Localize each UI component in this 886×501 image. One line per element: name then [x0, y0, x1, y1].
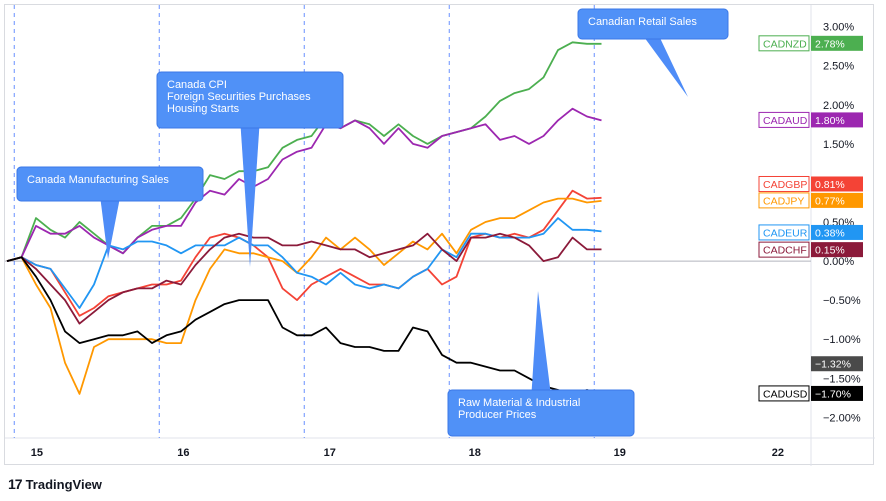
symbol-name: CADGBP	[763, 179, 807, 191]
symbol-name: CADUSD	[763, 388, 808, 400]
symbol-badge-cadjpy	[758, 192, 810, 209]
y-tick-label: 3.00%	[823, 22, 854, 34]
brand-name: TradingView	[25, 476, 102, 492]
last-value-badge	[811, 385, 863, 401]
x-tick-label: 15	[31, 447, 43, 459]
last-value-label: 0.15%	[815, 245, 845, 257]
symbol-name: CADJPY	[763, 195, 804, 207]
annotation-pointer	[645, 39, 688, 97]
symbol-name: CADCHF	[763, 245, 807, 257]
y-tick-label: −1.50%	[823, 373, 861, 385]
chart-frame: 3.00%2.50%2.00%1.50%1.00%0.50%0.00%−0.50…	[4, 4, 875, 466]
annotation-box	[447, 389, 635, 437]
symbol-badge-cadnzd	[758, 35, 810, 52]
y-tick-label: 2.00%	[823, 100, 854, 112]
symbol-badge-cadeur	[758, 224, 810, 241]
symbol-badge-cadgbp	[758, 175, 810, 192]
y-tick-label: 0.00%	[823, 256, 854, 268]
last-value-label: 0.77%	[815, 195, 845, 207]
annotation-box	[156, 71, 344, 129]
annotation-text: Canada Manufacturing Sales	[27, 174, 169, 186]
annotation-pointer	[100, 201, 120, 259]
last-value-badge	[811, 112, 863, 128]
last-value-label: 0.81%	[815, 179, 845, 191]
series-line-cadchf	[6, 232, 602, 325]
last-value-label: −1.70%	[815, 388, 851, 400]
series-line-cadeur	[6, 217, 602, 309]
annotation-text: Raw Material & Industrial	[458, 397, 580, 409]
last-value-badge	[811, 242, 863, 258]
last-value-badge	[811, 176, 863, 192]
series-line-cadjpy	[6, 197, 602, 395]
symbol-name: CADNZD	[763, 38, 807, 50]
symbol-badge-cadusd	[758, 385, 810, 402]
x-tick-label: 19	[614, 447, 626, 459]
x-tick-label: 17	[324, 447, 336, 459]
y-tick-label: 2.50%	[823, 61, 854, 73]
last-value-label: 0.38%	[815, 227, 845, 239]
y-tick-label: 1.50%	[823, 139, 854, 151]
annotation-text: Foreign Securities Purchases	[167, 91, 311, 103]
annotation-text: Canadian Retail Sales	[588, 16, 697, 28]
y-tick-label: −0.50%	[823, 295, 861, 307]
annotation-box	[16, 166, 204, 202]
annotation-text: Canada CPI	[167, 79, 227, 91]
price-line-label: −1.32%	[815, 359, 851, 371]
annotation-text: Housing Starts	[167, 103, 240, 115]
tradingview-logo-icon: 17	[8, 476, 23, 492]
last-value-label: 2.78%	[815, 38, 845, 50]
symbol-name: CADAUD	[763, 115, 808, 127]
y-tick-label: −1.00%	[823, 334, 861, 346]
price-line-badge	[811, 356, 863, 372]
last-value-label: 1.80%	[815, 115, 845, 127]
series-line-cadaud	[6, 107, 602, 262]
symbol-name: CADEUR	[763, 227, 808, 239]
annotation-text: Producer Prices	[458, 409, 537, 421]
tradingview-brand[interactable]: 17 TradingView	[8, 476, 102, 492]
x-tick-label: 22	[772, 447, 784, 459]
symbol-badge-cadaud	[758, 111, 810, 128]
last-value-badge	[811, 224, 863, 240]
annotation-pointer	[240, 128, 260, 267]
annotation-box	[577, 8, 729, 40]
fx-performance-chart: 3.00%2.50%2.00%1.50%1.00%0.50%0.00%−0.50…	[5, 5, 875, 466]
symbol-badge-cadchf	[758, 241, 810, 258]
x-tick-label: 18	[469, 447, 481, 459]
last-value-badge	[811, 192, 863, 208]
y-tick-label: −2.00%	[823, 412, 861, 424]
last-value-badge	[811, 35, 863, 51]
series-line-cadusd	[6, 256, 602, 395]
annotation-pointer	[531, 291, 551, 390]
x-tick-label: 16	[177, 447, 189, 459]
